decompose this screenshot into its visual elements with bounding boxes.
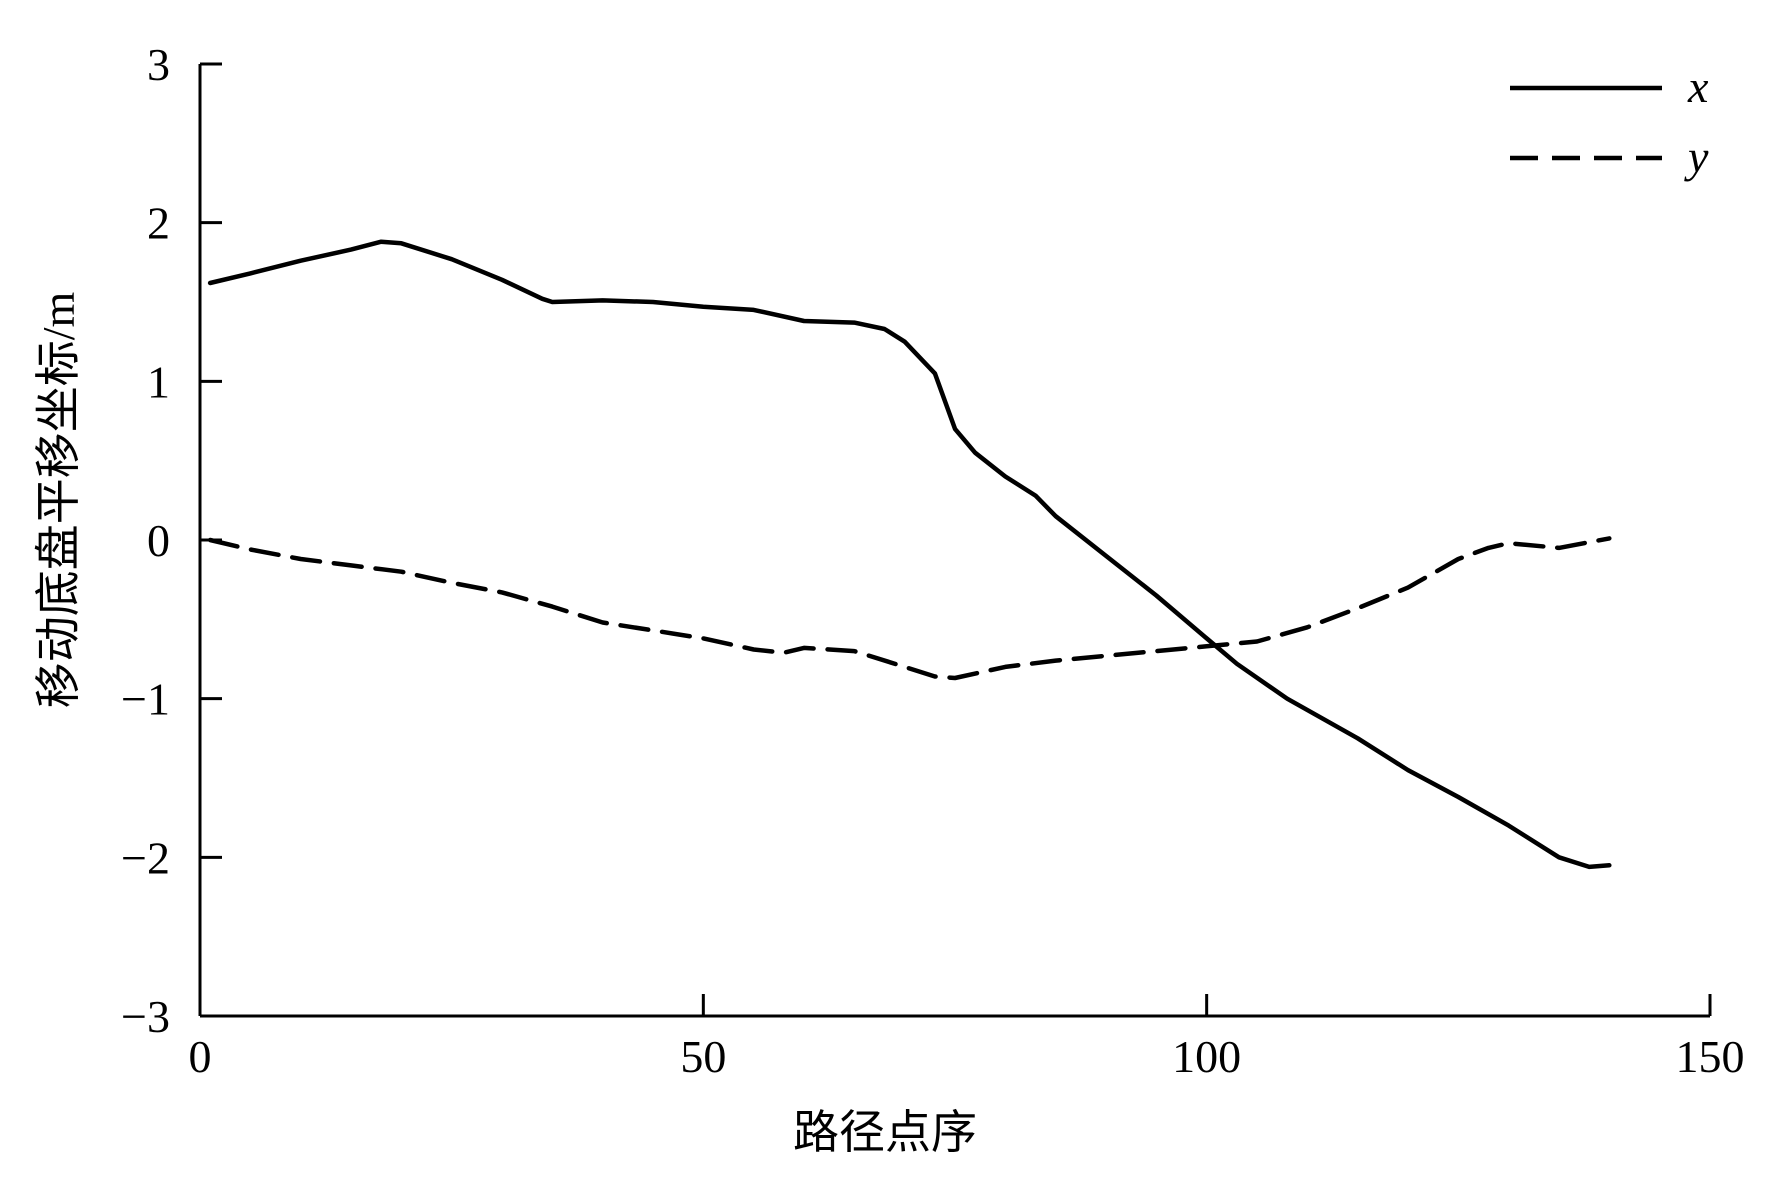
series xyxy=(207,239,1612,870)
x-axis-title: 路径点序 xyxy=(793,1107,977,1158)
y-axis-title: 移动底盘平移坐标/m xyxy=(33,292,84,709)
ticks: 3 2 1 0 −1 −2 −3 0 50 100 150 xyxy=(121,39,1744,1082)
legend: xy xyxy=(1510,61,1709,182)
y-tick-label: 2 xyxy=(147,198,170,249)
y-tick-label: 3 xyxy=(147,39,170,90)
y-tick-label: −3 xyxy=(121,991,170,1042)
y-tick-label: 0 xyxy=(147,515,170,566)
axes xyxy=(198,64,1710,1018)
axis-titles: 路径点序 移动底盘平移坐标/m xyxy=(33,292,977,1158)
y-tick-label: −2 xyxy=(121,832,170,883)
series-line-x xyxy=(207,239,1612,870)
y-tick-label: 1 xyxy=(147,356,170,407)
x-tick-label: 150 xyxy=(1676,1031,1745,1082)
y-tick-label: −1 xyxy=(121,674,170,725)
legend-label-x: x xyxy=(1687,61,1709,112)
x-tick-label: 100 xyxy=(1172,1031,1241,1082)
series-line-y xyxy=(207,536,1612,681)
legend-label-y: y xyxy=(1684,131,1709,182)
x-tick-label: 50 xyxy=(680,1031,726,1082)
x-tick-label: 0 xyxy=(189,1031,212,1082)
